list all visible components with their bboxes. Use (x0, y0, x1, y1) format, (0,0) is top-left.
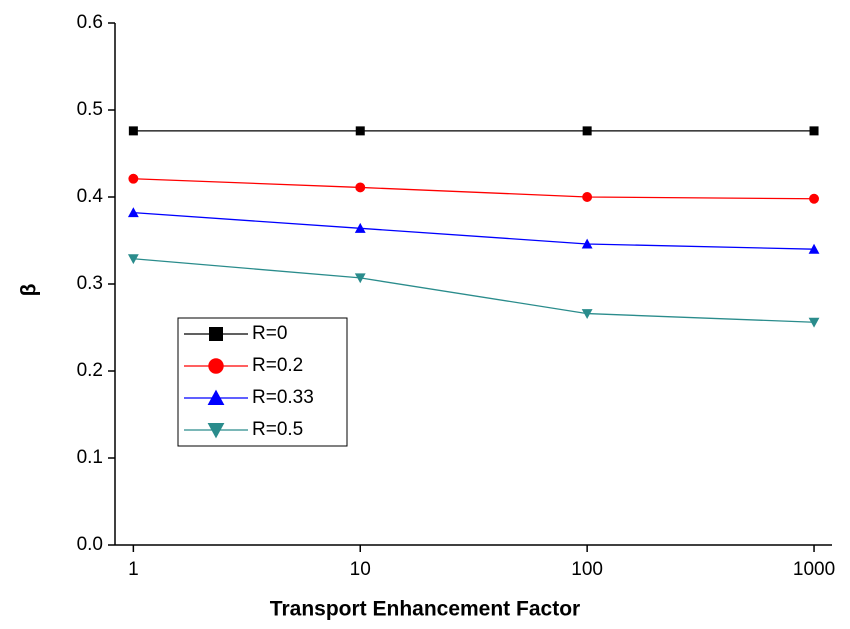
marker (207, 389, 225, 405)
marker (127, 254, 139, 265)
y-tick-label: 0.2 (77, 360, 103, 381)
series-line (133, 258, 815, 323)
y-axis-label: β (18, 283, 41, 296)
x-axis-label: Transport Enhancement Factor (270, 598, 580, 621)
y-tick-label: 0.0 (77, 534, 103, 555)
legend-box (177, 317, 348, 447)
marker (355, 182, 366, 193)
marker (582, 126, 592, 136)
legend-label: R=0 (252, 323, 287, 344)
series-line (133, 178, 815, 200)
marker (808, 243, 820, 254)
marker (208, 358, 224, 374)
y-tick-label: 0.6 (77, 12, 103, 33)
x-tick-label: 10 (350, 559, 371, 580)
x-tick-label: 1 (128, 559, 139, 580)
marker (209, 327, 223, 341)
marker (127, 207, 139, 218)
legend-label: R=0.33 (252, 387, 314, 408)
marker (354, 273, 366, 284)
marker (809, 126, 819, 136)
marker (808, 317, 820, 328)
marker (582, 192, 593, 202)
marker (581, 238, 593, 249)
series-line (133, 212, 815, 250)
marker (354, 222, 366, 233)
marker (809, 193, 819, 204)
x-tick-label: 100 (571, 559, 603, 580)
marker (207, 423, 225, 439)
marker (581, 309, 593, 319)
y-tick-label: 0.5 (77, 99, 103, 120)
legend-label: R=0.2 (252, 355, 303, 376)
y-tick-label: 0.1 (77, 447, 103, 468)
marker (128, 126, 138, 136)
x-tick-label: 1000 (793, 559, 835, 580)
marker (128, 173, 139, 184)
legend-label: R=0.5 (252, 419, 303, 440)
marker (355, 126, 365, 136)
y-tick-label: 0.3 (77, 273, 103, 294)
y-tick-label: 0.4 (77, 186, 104, 207)
